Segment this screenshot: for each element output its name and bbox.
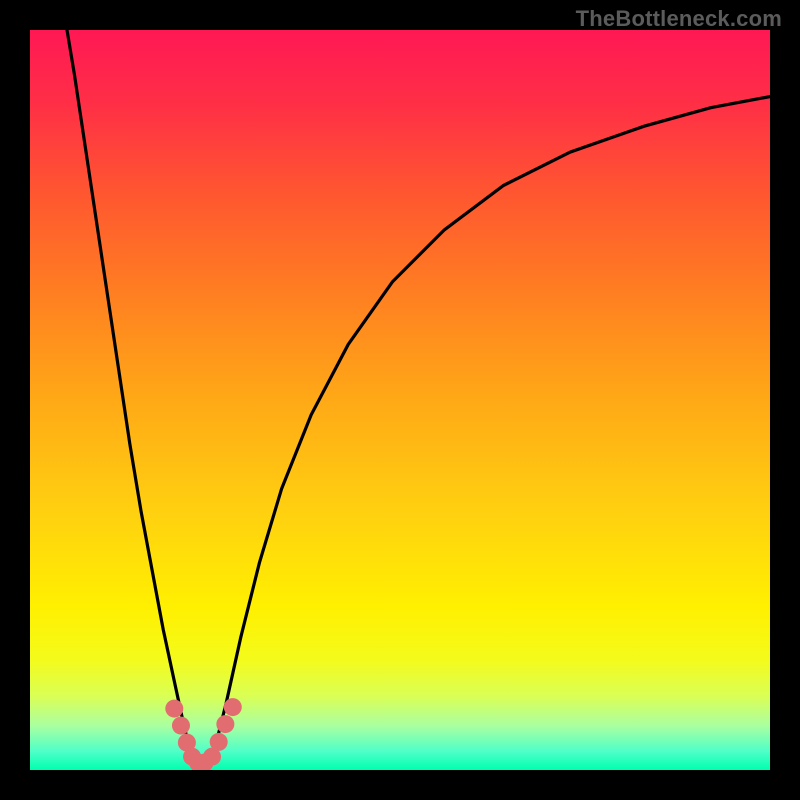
plot-svg bbox=[30, 30, 770, 770]
plot-area bbox=[30, 30, 770, 770]
watermark-text: TheBottleneck.com bbox=[576, 6, 782, 32]
marker-dot bbox=[210, 733, 228, 751]
chart-canvas: TheBottleneck.com bbox=[0, 0, 800, 800]
marker-dot bbox=[172, 717, 190, 735]
marker-dot bbox=[224, 698, 242, 716]
marker-dot bbox=[216, 715, 234, 733]
marker-dot bbox=[165, 700, 183, 718]
gradient-background bbox=[30, 30, 770, 770]
